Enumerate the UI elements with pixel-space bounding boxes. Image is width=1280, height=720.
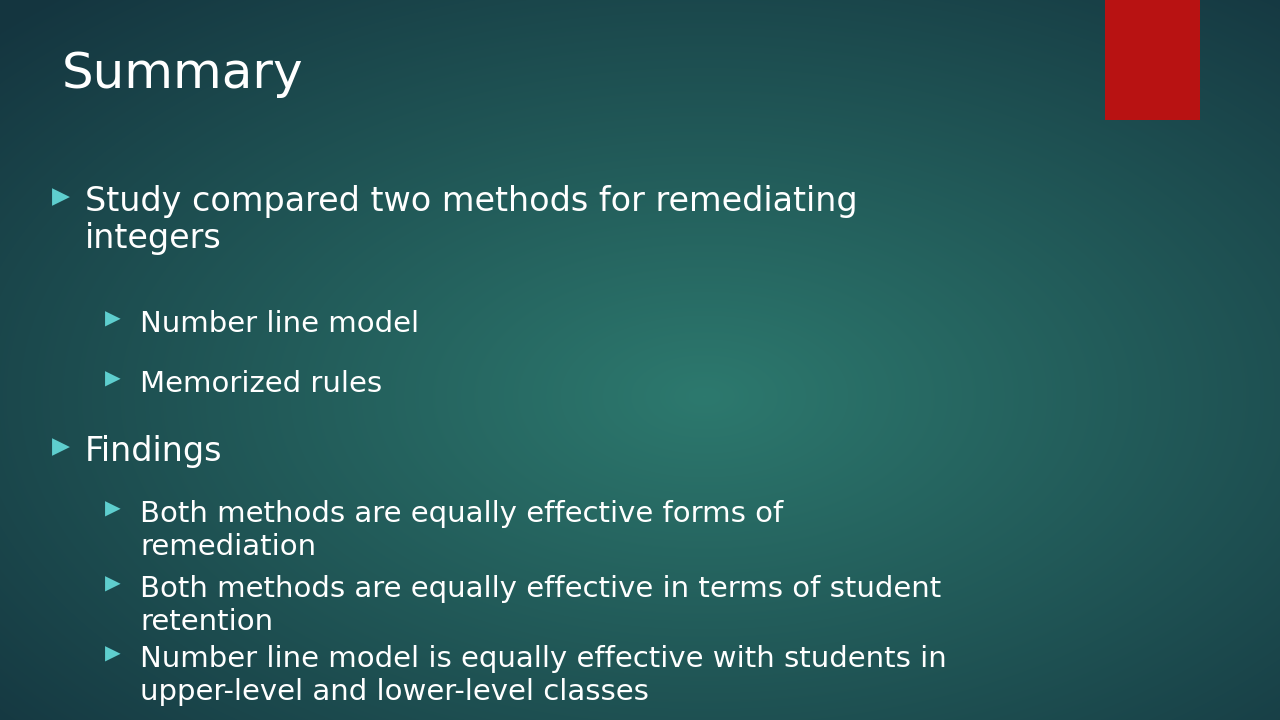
Bar: [1105, 0, 1201, 120]
Text: remediation: remediation: [140, 533, 316, 561]
Text: ▶: ▶: [52, 435, 70, 458]
Text: Number line model: Number line model: [140, 310, 419, 338]
Text: ▶: ▶: [105, 310, 120, 329]
Text: ▶: ▶: [52, 185, 70, 208]
Text: ▶: ▶: [105, 500, 120, 519]
Text: Study compared two methods for remediating: Study compared two methods for remediati…: [84, 185, 858, 218]
Text: integers: integers: [84, 222, 221, 255]
Text: Both methods are equally effective in terms of student: Both methods are equally effective in te…: [140, 575, 941, 603]
Text: Findings: Findings: [84, 435, 223, 468]
Text: Number line model is equally effective with students in: Number line model is equally effective w…: [140, 645, 947, 673]
Text: retention: retention: [140, 608, 273, 636]
Text: Both methods are equally effective forms of: Both methods are equally effective forms…: [140, 500, 783, 528]
Text: ▶: ▶: [105, 575, 120, 594]
Text: Memorized rules: Memorized rules: [140, 370, 383, 398]
Text: ▶: ▶: [105, 645, 120, 664]
Text: upper-level and lower-level classes: upper-level and lower-level classes: [140, 678, 649, 706]
Text: ▶: ▶: [105, 370, 120, 389]
Text: Summary: Summary: [61, 50, 303, 98]
